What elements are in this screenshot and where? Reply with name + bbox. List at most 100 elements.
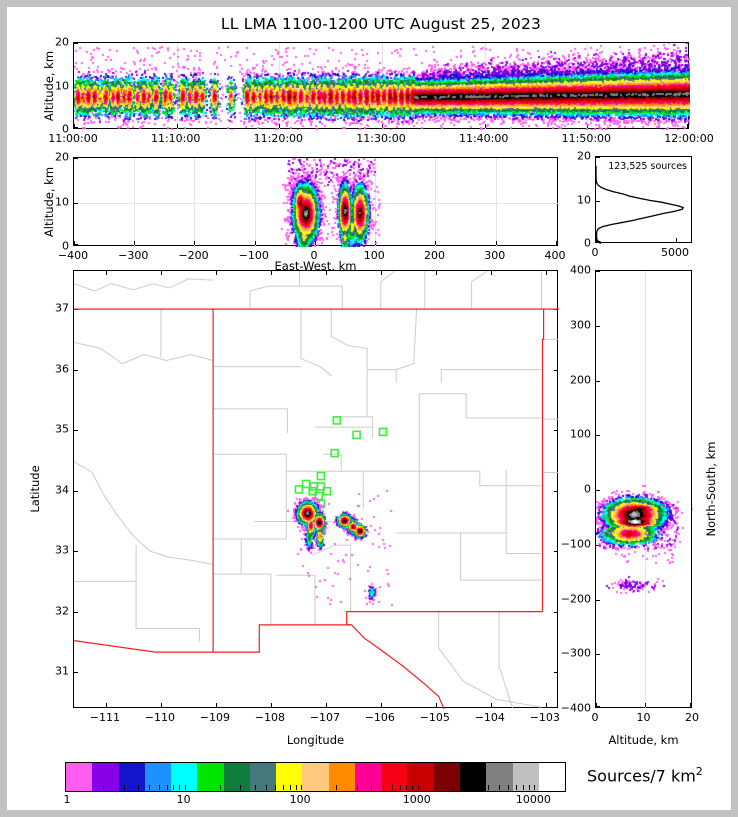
colorbar-segment [276, 763, 303, 791]
colorbar-minor-tick [391, 785, 393, 790]
colorbar-minor-tick [275, 785, 277, 790]
tick-label: −106 [364, 711, 395, 724]
tick-label: 34 [55, 483, 69, 497]
tick-label: 11:10:00 [150, 132, 201, 145]
tick-mark [596, 157, 600, 158]
p-map-scatter-canvas [74, 271, 559, 709]
map-panel [73, 270, 559, 709]
colorbar-segment [197, 763, 224, 791]
p-ew-scatter-canvas [74, 158, 559, 247]
tick-label: 11:30:00 [356, 132, 406, 145]
ns-height-panel [595, 270, 693, 709]
ns-panel-ylabel: North-South, km [704, 441, 718, 537]
tick-label: 10 [636, 711, 651, 724]
tick-label: −300 [118, 249, 149, 262]
colorbar-tick-label: 10 [176, 793, 191, 806]
tick-label: 12:00:00 [664, 132, 714, 145]
tick-label: 36 [55, 362, 69, 376]
colorbar-minor-tick [508, 785, 510, 790]
colorbar-segment [66, 763, 93, 791]
colorbar-minor-tick [173, 785, 175, 790]
colorbar-tick-label: 1 [63, 793, 71, 806]
colorbar-minor-tick [487, 785, 489, 790]
altitude-histogram-panel [595, 156, 692, 244]
colorbar-minor-tick [406, 785, 408, 790]
tick-label: 31 [55, 664, 69, 678]
tick-label: −105 [419, 711, 450, 724]
colorbar-minor-tick [301, 785, 303, 790]
tick-label: 200 [423, 249, 445, 262]
p-time-scatter-canvas [74, 43, 690, 130]
tick-label: 300 [484, 249, 506, 262]
colorbar-segment [538, 763, 566, 791]
tick-label: 100 [570, 427, 591, 441]
colorbar-segment [433, 763, 460, 791]
tick-label: 20 [55, 150, 69, 164]
colorbar-minor-tick [382, 785, 384, 790]
colorbar-segment [118, 763, 145, 791]
tick-label: 400 [570, 263, 591, 277]
tick-label: −400 [560, 701, 591, 715]
colorbar-segment [171, 763, 198, 791]
tick-label: 0 [584, 236, 591, 250]
tick-label: 100 [363, 249, 385, 262]
tick-label: −200 [178, 249, 209, 262]
colorbar-segment [223, 763, 250, 791]
tick-label: 400 [544, 249, 566, 262]
tick-label: 200 [570, 373, 591, 386]
tick-label: 20 [577, 149, 591, 163]
colorbar-segment [381, 763, 408, 791]
colorbar-label: Sources/7 km2 [587, 765, 703, 786]
colorbar-minor-tick [103, 785, 105, 790]
tick-label: 35 [55, 422, 69, 436]
tick-label: −108 [254, 711, 285, 724]
figure-title: LL LMA 1100-1200 UTC August 25, 2023 [220, 15, 542, 33]
tick-label: 300 [570, 318, 591, 332]
tick-label: −103 [529, 711, 560, 724]
colorbar-minor-tick [523, 785, 525, 790]
tick-label: −104 [474, 711, 505, 724]
colorbar-minor-tick [417, 785, 419, 790]
colorbar-segment [328, 763, 355, 791]
tick-label: 11:40:00 [458, 132, 509, 145]
tick-label: 37 [55, 301, 69, 315]
colorbar-segment [302, 763, 329, 791]
tick-label: 11:20:00 [253, 132, 304, 145]
colorbar-minor-tick [283, 785, 285, 790]
colorbar-segment [354, 763, 382, 791]
colorbar-minor-tick [499, 785, 501, 790]
colorbar-minor-tick [295, 785, 297, 790]
tick-label: −200 [560, 592, 591, 605]
time-height-panel [73, 42, 690, 130]
colorbar-minor-tick [240, 785, 242, 790]
colorbar-minor-tick [399, 785, 401, 790]
colorbar-minor-tick [166, 785, 168, 790]
tick-label: −109 [199, 711, 230, 724]
tick-label: 0 [62, 122, 69, 136]
colorbar-minor-tick [149, 785, 151, 790]
colorbar-minor-tick [179, 785, 181, 790]
colorbar-minor-tick [473, 785, 475, 790]
tick-label: −400 [57, 249, 89, 262]
colorbar-tick-label: 10000 [515, 793, 551, 806]
colorbar-minor-tick [254, 785, 256, 790]
colorbar-minor-tick [138, 785, 140, 790]
map-xlabel: Longitude [286, 733, 345, 747]
colorbar-minor-tick [412, 785, 414, 790]
p-hist-vector-layer [596, 165, 685, 244]
colorbar-minor-tick [356, 785, 358, 790]
colorbar-minor-tick [158, 785, 160, 790]
colorbar-minor-tick [289, 785, 291, 790]
ew-panel-xlabel: East-West, km [274, 259, 357, 273]
colorbar-minor-tick [123, 785, 125, 790]
tick-label: 0 [584, 482, 591, 496]
tick-label: −100 [560, 537, 591, 551]
colorbar-minor-tick [534, 785, 536, 790]
colorbar-minor-tick [336, 785, 338, 790]
tick-label: 33 [55, 543, 69, 557]
colorbar-minor-tick [266, 785, 268, 790]
tick-label: 10 [577, 193, 591, 206]
colorbar-tick-label: 1000 [402, 793, 431, 806]
tick-label: 20 [685, 711, 699, 724]
